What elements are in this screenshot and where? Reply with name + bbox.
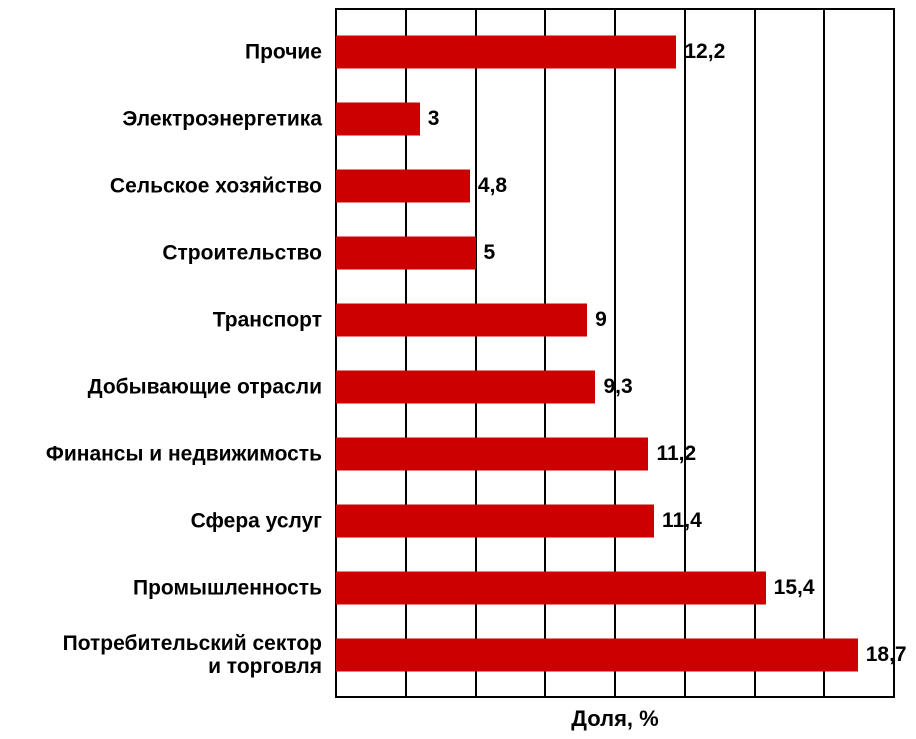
- category-label: Финансы и недвижимость: [46, 442, 322, 465]
- value-label: 15,4: [766, 576, 815, 600]
- bar-row: Прочие12,2: [336, 18, 894, 85]
- bar: [336, 35, 676, 68]
- bar-row: Промышленность15,4: [336, 554, 894, 621]
- bar-row: Электроэнергетика3: [336, 85, 894, 152]
- category-label: Электроэнергетика: [122, 107, 322, 130]
- bar-row: Потребительский сектори торговля18,7: [336, 621, 894, 688]
- chart-container: Прочие12,2Электроэнергетика3Сельское хоз…: [0, 0, 916, 739]
- category-label: Транспорт: [213, 308, 322, 331]
- value-label: 4,8: [470, 174, 507, 198]
- bar-row: Финансы и недвижимость11,2: [336, 420, 894, 487]
- category-label: Сельское хозяйство: [110, 174, 322, 197]
- value-label: 9: [587, 308, 607, 332]
- category-label: Добывающие отрасли: [88, 375, 322, 398]
- bar: [336, 638, 858, 671]
- value-label: 12,2: [676, 40, 725, 64]
- value-label: 11,4: [654, 509, 702, 533]
- bar: [336, 504, 654, 537]
- bar: [336, 102, 420, 135]
- bar-row: Сельское хозяйство4,8: [336, 152, 894, 219]
- value-label: 5: [476, 241, 496, 265]
- bar: [336, 236, 476, 269]
- value-label: 18,7: [858, 643, 907, 667]
- category-label: Потребительский сектори торговля: [62, 631, 322, 677]
- category-label: Строительство: [162, 241, 322, 264]
- bar-row: Сфера услуг11,4: [336, 487, 894, 554]
- bar: [336, 303, 587, 336]
- bar-rows: Прочие12,2Электроэнергетика3Сельское хоз…: [336, 18, 894, 688]
- x-axis-title: Доля, %: [336, 706, 894, 732]
- bar-row: Добывающие отрасли9,3: [336, 353, 894, 420]
- category-label: Прочие: [245, 40, 322, 63]
- bar-row: Строительство5: [336, 219, 894, 286]
- plot-border: [336, 696, 894, 698]
- value-label: 11,2: [648, 442, 696, 466]
- value-label: 3: [420, 107, 440, 131]
- bar: [336, 571, 766, 604]
- bar: [336, 169, 470, 202]
- bar-row: Транспорт9: [336, 286, 894, 353]
- value-label: 9,3: [595, 375, 632, 399]
- plot-border: [336, 8, 894, 10]
- category-label: Сфера услуг: [191, 509, 322, 532]
- bar: [336, 437, 648, 470]
- bar: [336, 370, 595, 403]
- category-label: Промышленность: [133, 576, 322, 599]
- plot-area: Прочие12,2Электроэнергетика3Сельское хоз…: [336, 8, 894, 698]
